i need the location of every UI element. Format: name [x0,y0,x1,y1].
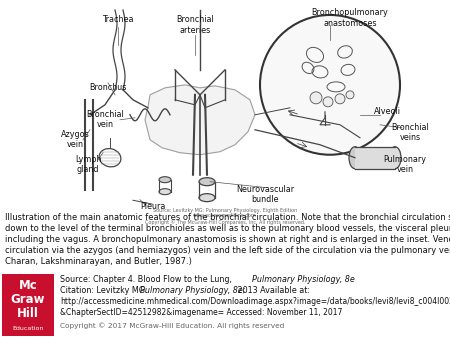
Text: Mc: Mc [18,279,37,292]
Ellipse shape [159,177,171,183]
FancyBboxPatch shape [355,147,395,169]
Text: Illustration of the main anatomic features of the bronchial circulation. Note th: Illustration of the main anatomic featur… [5,213,450,266]
Text: Azygos
vein: Azygos vein [61,130,90,149]
Text: Bronchus: Bronchus [89,83,127,92]
Circle shape [323,97,333,107]
Text: Bronchial
veins: Bronchial veins [391,123,429,143]
Text: Lymph
gland: Lymph gland [75,155,101,174]
Text: Pulmonary Physiology, 8e: Pulmonary Physiology, 8e [252,275,355,284]
Text: Copyright © 2017 McGraw-Hill Education. All rights reserved: Copyright © 2017 McGraw-Hill Education. … [60,322,284,329]
Text: Hill: Hill [17,307,39,320]
Text: Source: Levitzky MG: Pulmonary Physiology, Eighth Edition
www.accessmedicine.com: Source: Levitzky MG: Pulmonary Physiolog… [145,208,305,225]
Text: Citation: Levitzky MG.: Citation: Levitzky MG. [60,286,150,295]
Circle shape [260,15,400,155]
Ellipse shape [199,194,215,202]
Text: Bronchial
vein: Bronchial vein [86,110,124,129]
Circle shape [335,94,345,104]
Text: Source: Chapter 4. Blood Flow to the Lung,: Source: Chapter 4. Blood Flow to the Lun… [60,275,234,284]
Circle shape [310,92,322,104]
Circle shape [346,91,354,99]
Ellipse shape [159,189,171,195]
Text: Alveoli: Alveoli [374,107,400,116]
Ellipse shape [349,147,361,169]
Text: http://accessmedicine.mhmedical.com/Downloadimage.aspx?image=/data/books/levi8/l: http://accessmedicine.mhmedical.com/Down… [60,297,450,306]
Text: Bronchial
arteries: Bronchial arteries [176,15,214,35]
Text: Trachea: Trachea [102,16,134,24]
Text: Education: Education [12,327,44,332]
Text: Neurovascular
bundle: Neurovascular bundle [236,185,294,204]
Text: Bronchopulmonary
anastomoses: Bronchopulmonary anastomoses [311,8,388,28]
Polygon shape [145,85,255,155]
Ellipse shape [389,147,401,169]
Text: Pulmonary
vein: Pulmonary vein [383,155,427,174]
Text: &ChapterSectID=42512982&imagename= Accessed: November 11, 2017: &ChapterSectID=42512982&imagename= Acces… [60,308,342,317]
FancyBboxPatch shape [2,274,54,336]
Ellipse shape [199,178,215,186]
Text: Graw: Graw [11,293,45,306]
Text: Pleura: Pleura [140,202,166,211]
Text: 2013 Available at:: 2013 Available at: [235,286,310,295]
Text: Pulmonary Physiology, 8e;: Pulmonary Physiology, 8e; [140,286,246,295]
